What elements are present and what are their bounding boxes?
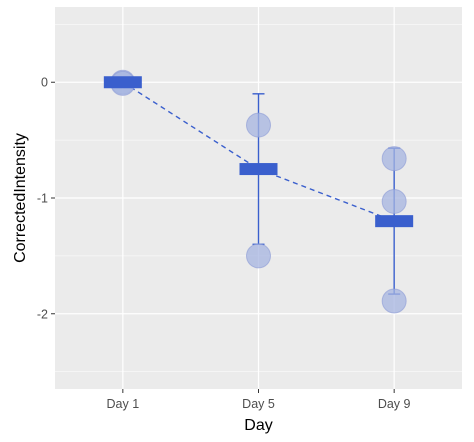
x-tick-label: Day 9 [378, 397, 411, 411]
mean-marker [103, 76, 142, 89]
mean-markers [103, 76, 414, 228]
x-tick-label: Day 5 [242, 397, 275, 411]
x-axis: Day 1 Day 5 Day 9 [107, 389, 411, 411]
y-tick-label: 0 [41, 76, 48, 90]
data-point [381, 146, 407, 172]
data-point [381, 288, 407, 314]
data-point [246, 243, 271, 269]
y-tick-label: -2 [37, 307, 48, 321]
mean-marker [239, 163, 278, 176]
y-axis: 0 -1 -2 [37, 76, 55, 321]
data-point [381, 188, 407, 214]
y-axis-title: CorrectedIntensity [12, 133, 29, 263]
mean-marker [375, 215, 414, 228]
data-point [246, 112, 271, 138]
x-axis-title: Day [244, 417, 272, 434]
x-tick-label: Day 1 [107, 397, 140, 411]
y-tick-label: -1 [37, 192, 48, 206]
